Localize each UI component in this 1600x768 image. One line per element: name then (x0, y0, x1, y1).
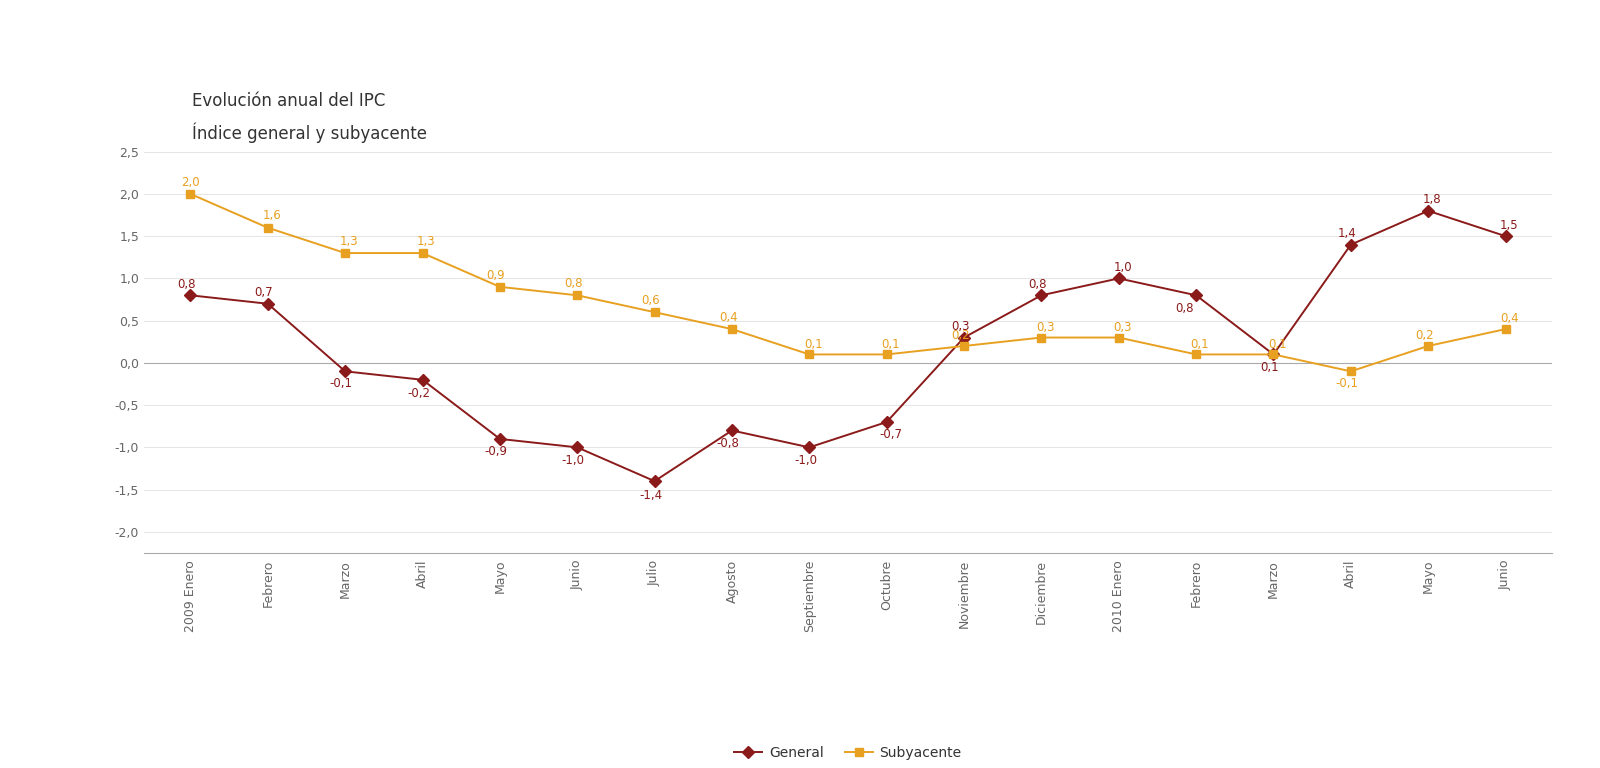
Subyacente (645, 308, 664, 317)
Subyacente (336, 248, 355, 257)
Subyacente (568, 291, 587, 300)
General (1341, 240, 1360, 249)
Subyacente (1419, 341, 1438, 350)
Text: 0,3: 0,3 (950, 320, 970, 333)
Subyacente (722, 324, 741, 333)
General (1419, 206, 1438, 215)
General (1264, 350, 1283, 359)
Subyacente (877, 350, 896, 359)
General (955, 333, 974, 343)
Text: 0,1: 0,1 (1190, 338, 1210, 351)
Subyacente (413, 248, 432, 257)
Line: General: General (186, 207, 1510, 485)
General (1109, 274, 1128, 283)
Text: -0,1: -0,1 (1336, 376, 1358, 389)
General (1032, 291, 1051, 300)
Subyacente (1032, 333, 1051, 343)
Text: 0,9: 0,9 (486, 269, 506, 282)
Text: 0,7: 0,7 (254, 286, 274, 300)
Subyacente (1496, 324, 1515, 333)
Text: Evolución anual del IPC: Evolución anual del IPC (192, 92, 386, 110)
Text: 0,1: 0,1 (882, 338, 899, 351)
Text: 0,4: 0,4 (1501, 313, 1518, 326)
Text: -1,0: -1,0 (794, 454, 818, 466)
Line: Subyacente: Subyacente (186, 190, 1510, 376)
Subyacente (181, 189, 200, 198)
General (877, 418, 896, 427)
Subyacente (1264, 350, 1283, 359)
Subyacente (955, 341, 974, 350)
Text: 0,1: 0,1 (1269, 338, 1286, 351)
General (181, 291, 200, 300)
Text: 1,0: 1,0 (1114, 261, 1131, 274)
General (336, 367, 355, 376)
Subyacente (490, 282, 509, 291)
Subyacente (800, 350, 819, 359)
Text: -1,0: -1,0 (562, 454, 586, 466)
Text: 0,8: 0,8 (1176, 303, 1194, 316)
Text: 0,1: 0,1 (1261, 362, 1278, 375)
Text: 2,0: 2,0 (181, 176, 200, 189)
General (490, 435, 509, 444)
General (413, 376, 432, 385)
Text: 0,4: 0,4 (718, 311, 738, 324)
Text: 1,5: 1,5 (1501, 219, 1518, 232)
Text: 0,8: 0,8 (565, 277, 582, 290)
Text: 0,8: 0,8 (178, 278, 195, 291)
Text: 0,3: 0,3 (1037, 321, 1054, 334)
General (800, 442, 819, 452)
Text: -0,7: -0,7 (878, 429, 902, 441)
Text: 1,6: 1,6 (262, 210, 282, 223)
General (568, 442, 587, 452)
Subyacente (258, 223, 277, 232)
Text: 1,8: 1,8 (1422, 194, 1442, 207)
Text: -1,4: -1,4 (638, 489, 662, 502)
Text: 0,3: 0,3 (1114, 321, 1131, 334)
Text: 1,3: 1,3 (418, 235, 435, 248)
Text: 1,3: 1,3 (339, 235, 358, 248)
Subyacente (1187, 350, 1206, 359)
Legend: General, Subyacente: General, Subyacente (730, 740, 966, 766)
Text: 0,6: 0,6 (642, 294, 661, 307)
Text: -0,1: -0,1 (330, 378, 352, 390)
General (722, 425, 741, 435)
Subyacente (1109, 333, 1128, 343)
Text: 0,1: 0,1 (803, 338, 822, 351)
Text: 0,2: 0,2 (950, 329, 970, 343)
Text: 0,8: 0,8 (1029, 278, 1046, 291)
General (645, 476, 664, 486)
General (1187, 291, 1206, 300)
Text: 1,4: 1,4 (1338, 227, 1357, 240)
Text: Índice general y subyacente: Índice general y subyacente (192, 123, 427, 144)
General (1496, 232, 1515, 241)
General (258, 299, 277, 308)
Text: -0,9: -0,9 (485, 445, 507, 458)
Text: -0,2: -0,2 (406, 387, 430, 400)
Text: 0,2: 0,2 (1414, 329, 1434, 343)
Text: -0,8: -0,8 (717, 437, 739, 449)
Subyacente (1341, 367, 1360, 376)
